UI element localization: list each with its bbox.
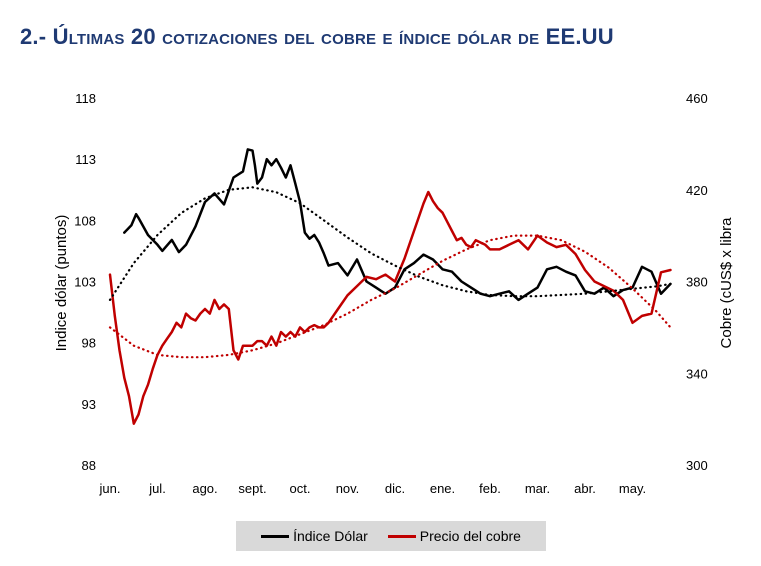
right-tick-label: 460 (686, 91, 708, 106)
x-tick-label: jun. (99, 481, 121, 496)
x-tick-label: may. (619, 481, 646, 496)
x-tick-label: ago. (192, 481, 217, 496)
left-axis-title: Indice dólar (puntos) (53, 215, 70, 352)
x-tick-label: nov. (336, 481, 360, 496)
series-line-dolar (123, 148, 672, 302)
legend-swatch-dolar (261, 534, 290, 538)
x-tick-label: abr. (574, 481, 596, 496)
legend-label-cobre: Precio del cobre (419, 528, 521, 544)
x-tick-label: dic. (385, 481, 405, 496)
x-tick-label: feb. (479, 481, 501, 496)
legend-item-dolar: Índice Dólar (261, 528, 368, 544)
page-title: 2.- Últimas 20 cotizaciones del cobre e … (20, 24, 614, 50)
x-tick-label: mar. (525, 481, 550, 496)
x-tick-label: sept. (238, 481, 266, 496)
x-axis-ticks: jun. jul. ago. sept. oct. nov. dic. ene. feb. mar… (99, 481, 647, 496)
left-tick-label: 108 (74, 213, 96, 228)
title-rest: ltimas 20 cotizaciones del cobre e índic… (68, 24, 614, 49)
trendline-dolar (108, 186, 672, 301)
right-axis-title: Cobre (cUS$ x libra (718, 217, 735, 349)
series-layer (108, 148, 672, 425)
left-tick-label: 113 (75, 152, 96, 167)
left-tick-label: 98 (82, 336, 96, 351)
legend-label-dolar: Índice Dólar (293, 528, 368, 544)
title-prefix: 2.- Ú (20, 24, 69, 49)
legend-item-cobre: Precio del cobre (387, 528, 521, 544)
right-tick-label: 300 (686, 458, 708, 473)
x-tick-label: jul. (148, 481, 166, 496)
left-tick-label: 118 (75, 91, 96, 106)
x-tick-label: ene. (430, 481, 455, 496)
x-tick-label: oct. (290, 481, 311, 496)
legend: Índice Dólar Precio del cobre (236, 521, 546, 551)
left-tick-label: 93 (82, 397, 96, 412)
left-tick-label: 103 (74, 275, 96, 290)
trendline-cobre (108, 234, 672, 359)
right-tick-label: 340 (686, 366, 708, 381)
right-tick-label: 420 (686, 183, 708, 198)
left-tick-label: 88 (82, 458, 96, 473)
right-axis-ticks: 460 420 380 340 300 (686, 91, 708, 473)
left-axis-ticks: 118 113 108 103 98 93 88 (74, 91, 96, 473)
right-tick-label: 380 (686, 275, 708, 290)
series-line-cobre (108, 190, 672, 425)
legend-swatch-cobre (387, 534, 416, 538)
